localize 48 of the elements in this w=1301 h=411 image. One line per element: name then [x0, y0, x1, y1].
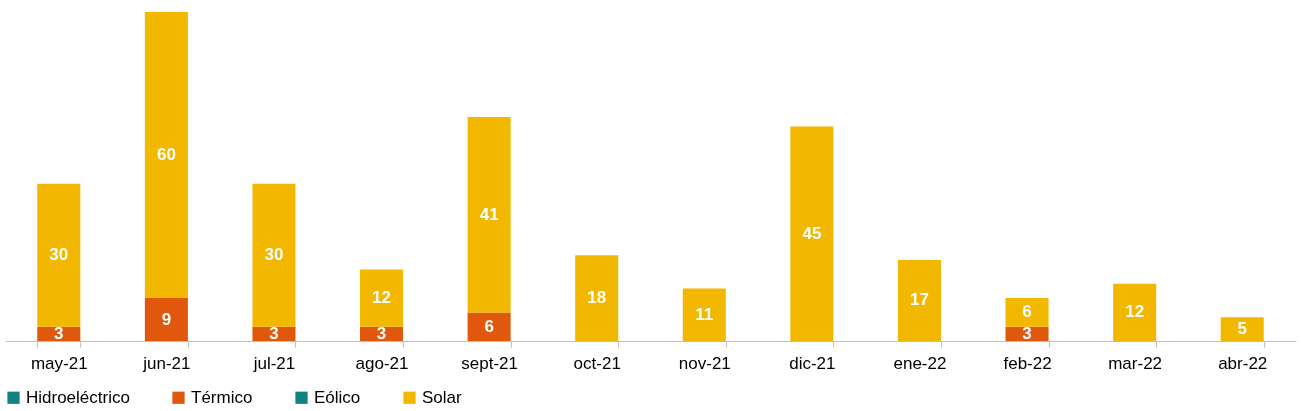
data-label: 30 — [264, 245, 284, 265]
x-tick-label: jun-21 — [142, 353, 191, 373]
data-label: 3 — [1022, 323, 1032, 343]
bar — [360, 269, 404, 327]
bar — [1005, 298, 1049, 327]
bar — [790, 126, 834, 341]
x-tick-label: sept-21 — [461, 353, 518, 373]
data-label: 60 — [156, 145, 176, 165]
data-label: 3 — [376, 323, 387, 343]
x-tick-label: mar-22 — [1108, 353, 1163, 373]
data-label: 6 — [1022, 302, 1032, 322]
x-tick-label: ene-22 — [893, 353, 947, 373]
x-tick-label: nov-21 — [678, 353, 731, 373]
bar — [467, 116, 511, 313]
data-label: 5 — [1237, 319, 1247, 339]
data-label: 18 — [587, 288, 607, 308]
x-tick-label: may-21 — [30, 353, 88, 373]
bar — [144, 298, 188, 341]
data-label: 17 — [910, 290, 929, 310]
x-tick-label: abr-22 — [1218, 353, 1268, 373]
legend-label: Hidroeléctrico — [26, 387, 130, 407]
bar — [682, 288, 726, 341]
legend-label: Solar — [422, 387, 463, 407]
data-label: 12 — [1125, 302, 1145, 322]
data-label: 30 — [49, 245, 69, 265]
bar — [37, 183, 81, 327]
legend-label: Térmico — [191, 387, 253, 407]
x-tick-label: feb-22 — [1003, 353, 1052, 373]
bar — [1220, 317, 1264, 341]
data-label: 9 — [161, 309, 172, 329]
bar — [252, 183, 296, 327]
data-label: 41 — [479, 204, 499, 224]
legend-label: Eólico — [314, 387, 361, 407]
bar — [1113, 283, 1157, 341]
x-tick-label: oct-21 — [573, 353, 621, 373]
bar — [467, 312, 511, 341]
bar — [144, 12, 188, 299]
bar — [575, 255, 619, 341]
data-label: 12 — [372, 288, 391, 308]
data-label: 11 — [695, 304, 714, 324]
x-tick-label: dic-21 — [789, 353, 836, 373]
x-tick-label: jul-21 — [252, 353, 296, 373]
data-label: 3 — [269, 323, 279, 343]
data-label: 45 — [802, 223, 822, 243]
bar — [897, 259, 941, 341]
x-tick-label: ago-21 — [355, 353, 409, 373]
data-label: 6 — [484, 316, 494, 336]
data-label: 3 — [54, 323, 64, 343]
